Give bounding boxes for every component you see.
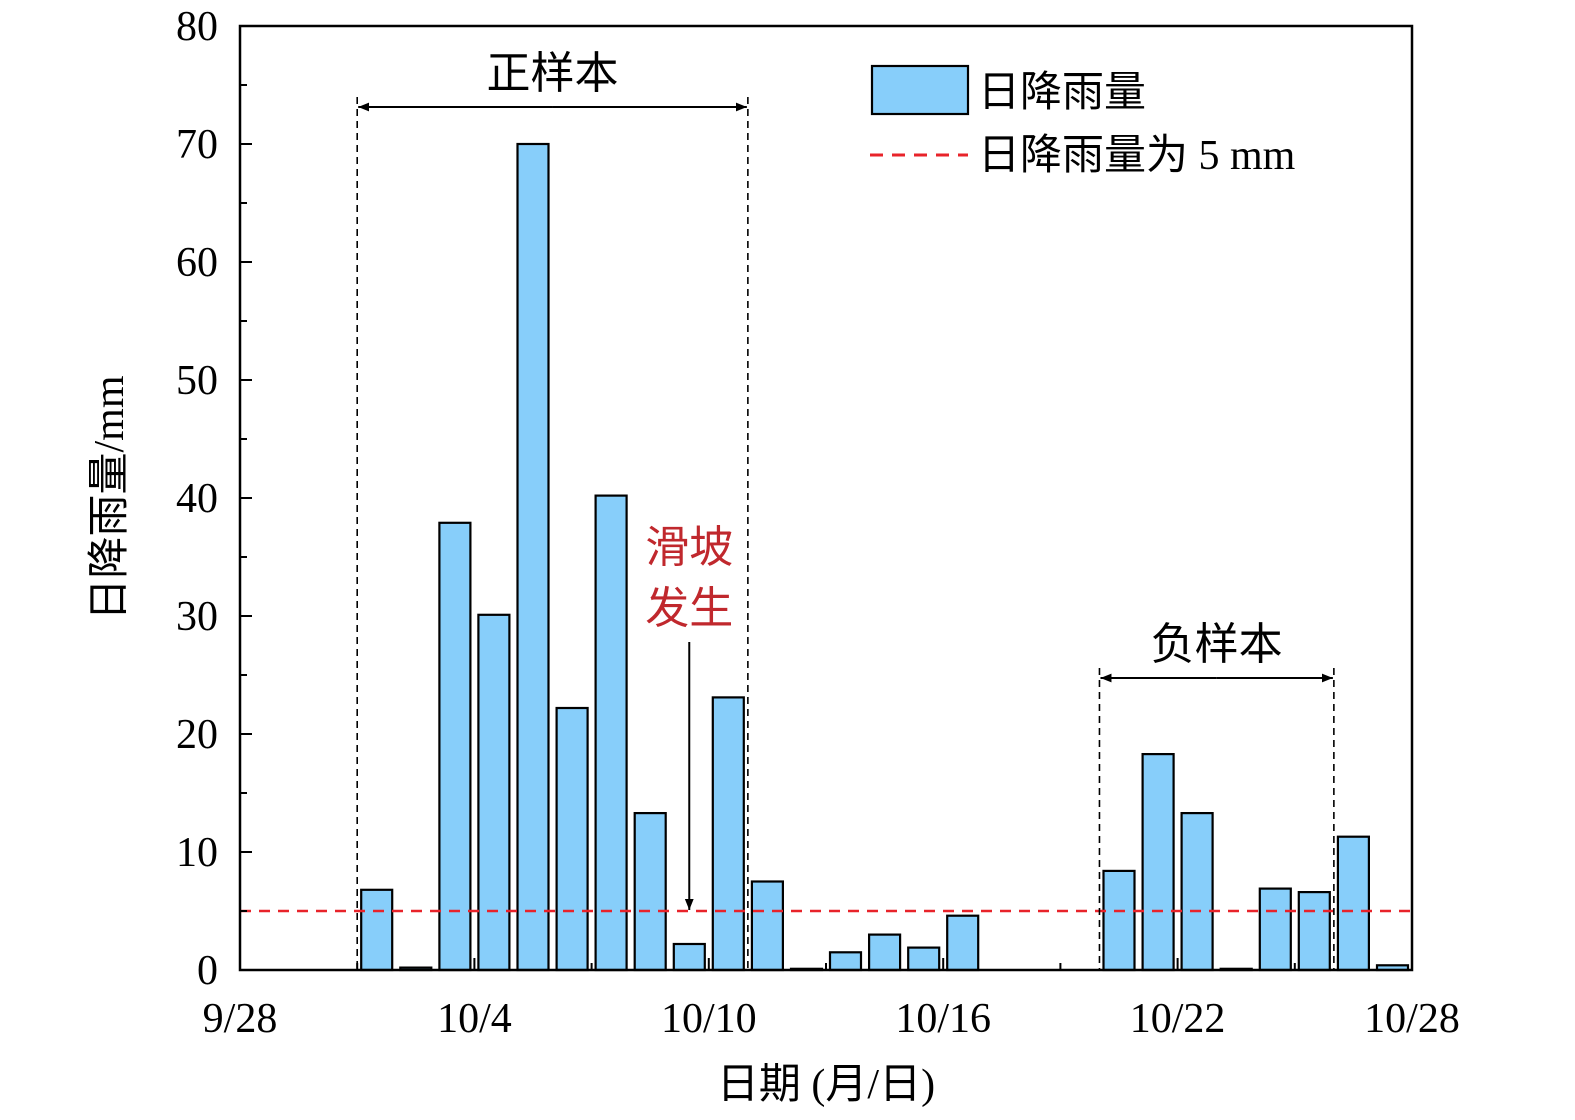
- x-tick-label: 10/22: [1130, 996, 1226, 1042]
- y-tick-label: 60: [176, 240, 218, 286]
- bar-10-16: [946, 914, 980, 972]
- legend-label-line: 日降雨量为 5 mm: [978, 133, 1296, 179]
- bar-10-5: [516, 142, 550, 972]
- bar-10-25: [1297, 890, 1331, 972]
- bar-10-21: [1141, 752, 1175, 972]
- y-tick-label: 10: [176, 830, 218, 876]
- landslide-label-line2: 发生: [645, 584, 733, 633]
- y-tick-label: 0: [197, 948, 218, 994]
- bar-10-26: [1336, 835, 1371, 972]
- bar-10-3: [438, 521, 472, 972]
- bar-10-8: [633, 811, 667, 972]
- x-tick-label: 9/28: [203, 996, 278, 1042]
- bar-10-20: [1102, 869, 1136, 972]
- positive-sample-label: 正样本: [487, 49, 619, 98]
- y-tick-label: 30: [176, 594, 218, 640]
- y-tick-label: 80: [176, 4, 218, 50]
- y-tick-label: 20: [176, 712, 218, 758]
- x-tick-label: 10/16: [895, 996, 991, 1042]
- y-axis-title: 日降雨量/mm: [87, 375, 133, 620]
- x-tick-label: 10/4: [437, 996, 512, 1042]
- landslide-label-line1: 滑坡: [645, 523, 733, 572]
- bar-10-7: [594, 494, 628, 972]
- bar-10-11: [750, 880, 785, 972]
- bar-10-10: [711, 696, 745, 972]
- y-tick-label: 50: [176, 358, 218, 404]
- legend-label-bar: 日降雨量: [978, 70, 1146, 116]
- bar-10-4: [477, 613, 511, 972]
- bar-series: [360, 142, 1410, 972]
- y-tick-label: 70: [176, 122, 218, 168]
- x-tick-label: 10/10: [661, 996, 757, 1042]
- y-tick-label: 40: [176, 476, 218, 522]
- x-tick-label: 10/28: [1364, 996, 1460, 1042]
- bar-10-1: [360, 888, 394, 972]
- axes: 0 10 20 30 40 50 60 70 80 9/28 10/4 10/10 10/16 10/22…: [87, 4, 1460, 1108]
- bar-10-14: [867, 933, 902, 972]
- plot-background: [240, 26, 1412, 970]
- bar-10-6: [555, 706, 589, 972]
- legend-swatch-bar: [870, 64, 970, 116]
- x-axis-title: 日期 (月/日): [717, 1062, 935, 1108]
- bar-10-15: [907, 946, 941, 972]
- bar-10-13: [828, 951, 863, 972]
- bar-10-22: [1180, 811, 1214, 972]
- plot-area: [240, 26, 1412, 970]
- bar-10-24: [1258, 887, 1292, 972]
- bar-10-9: [672, 942, 706, 972]
- negative-sample-label: 负样本: [1151, 620, 1283, 669]
